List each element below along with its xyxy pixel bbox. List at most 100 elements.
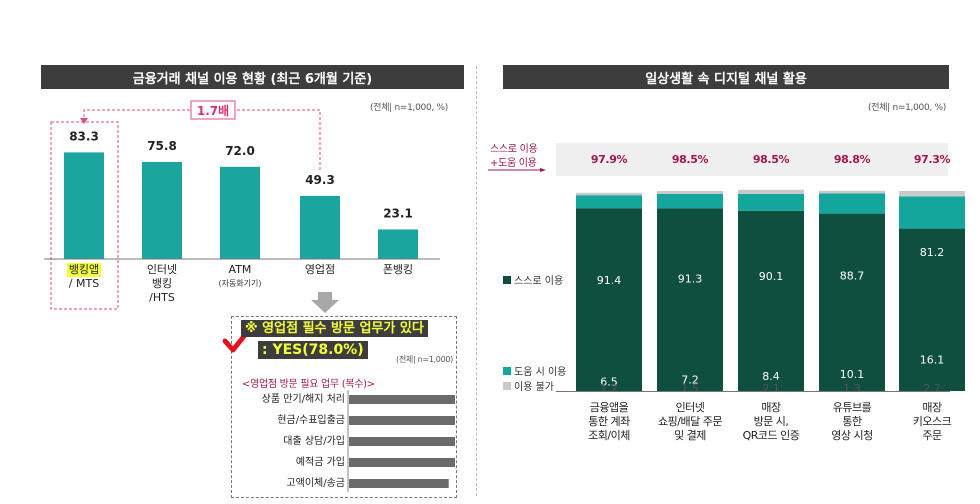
callout-bar: [349, 416, 455, 425]
segment-label-self: 91.3: [678, 272, 703, 285]
right-category-label: 인터넷 쇼핑/배달 주문 및 결제: [658, 401, 722, 442]
category-label: 뱅킹앱 / MTS: [44, 263, 124, 291]
right-chart-title: 일상생활 속 디지털 채널 활용: [503, 65, 949, 89]
multiplier-arrowhead: [80, 118, 88, 124]
category-label-line: 폰뱅킹: [382, 263, 414, 276]
left-chart-note: (전체| n=1,000, %): [370, 103, 448, 113]
legend-help: 도움 시 이용: [503, 363, 566, 378]
legend-self: 스스로 이용: [503, 272, 563, 287]
bar: [300, 195, 340, 259]
segment-label-none: 2.1: [762, 382, 780, 395]
stacked-bar-segment: [576, 208, 642, 391]
legend-none-swatch: [503, 381, 511, 390]
legend-none-label: 이용 불가: [514, 382, 554, 393]
callout-category-label: 고액이체/송금: [286, 477, 345, 489]
category-label: ATM (자동화기기): [200, 263, 280, 291]
legend-self-swatch: [503, 275, 511, 284]
combined-label-line1: 스스로 이용: [490, 144, 538, 155]
category-label: 인터넷 뱅킹/HTS: [122, 263, 202, 305]
combined-total-value: 98.5%: [752, 153, 790, 166]
segment-label-none: 2.7: [923, 382, 941, 395]
combined-total-value: 97.3%: [913, 153, 951, 166]
callout-bar: [349, 395, 455, 404]
callout-headline: ※ 영업점 필수 방문 업무가 있다: [241, 320, 428, 337]
callout-bar: [349, 437, 455, 446]
stacked-bar-segment: [576, 195, 642, 209]
legend-self-label: 스스로 이용: [514, 276, 564, 287]
category-label-line: ATM: [228, 263, 252, 276]
callout-answer: : YES(78.0%): [258, 341, 368, 359]
multiplier-badge: [190, 100, 236, 120]
left-bar-chart: 1.7배 83.3 75.8 72.0 49.3 23.1: [44, 100, 440, 310]
segment-label-none: 1.2: [600, 382, 618, 395]
combined-total-value: 97.9%: [590, 153, 628, 166]
segment-label-self: 81.2: [920, 246, 945, 259]
category-label-line: / MTS: [68, 277, 100, 290]
bar: [64, 152, 104, 259]
callout-note: (전체| n=1,000): [396, 355, 453, 364]
callout-subtitle: <영업점 방문 필요 업무 (복수)>: [242, 379, 375, 390]
multiplier-label: 1.7배: [197, 103, 229, 118]
right-category-label: 매장 방문 시, QR코드 인증: [742, 401, 800, 442]
highlight-box: [50, 121, 119, 310]
right-category-label: 금융앱을 통한 계좌 조회/이체: [588, 401, 630, 442]
bar-value-label: 49.3: [305, 173, 335, 187]
bar-value-label: 72.0: [225, 144, 255, 158]
segment-label-none: 1.3: [843, 382, 861, 395]
bar-value-label: 83.3: [69, 129, 99, 143]
combined-total-value: 98.5%: [671, 153, 709, 166]
branch-task-bar-chart: 상품 만기/해지 처리30.8현금/수표입출금20.4대출 상담/가입20.1예…: [262, 390, 455, 492]
right-stacked-bar-chart: 91.4 6.51.2 91.3 7.21.5 90.1 8.42.1 88.7 10.11.…: [556, 189, 965, 395]
segment-label-help: 10.1: [840, 368, 865, 381]
branch-visit-callout: [231, 316, 457, 498]
segment-label-help: 7.2: [681, 374, 699, 387]
stacked-bar-segment: [657, 194, 723, 209]
category-label-line: /HTS: [149, 291, 175, 304]
stacked-bar-segment: [657, 208, 723, 391]
callout-bar: [349, 458, 455, 467]
stacked-bar-segment: [576, 192, 642, 196]
category-label: 영업점: [280, 263, 360, 277]
legend-help-label: 도움 시 이용: [514, 367, 567, 378]
combined-label-underline: [488, 168, 546, 172]
callout-category-label: 대출 상담/가입: [283, 434, 345, 447]
category-label-line: 인터넷: [146, 263, 178, 276]
right-category-label: 매장 키오스크 주문: [912, 401, 952, 442]
category-label-line: (자동화기기): [218, 279, 262, 288]
left-chart-title: 금융거래 채널 이용 현황 (최근 6개월 기준): [41, 65, 464, 89]
callout-bar: [349, 479, 449, 488]
combined-total-value: 98.8%: [833, 153, 871, 166]
category-label: 폰뱅킹: [358, 263, 438, 277]
callout-category-label: 상품 만기/해지 처리: [262, 392, 345, 405]
stacked-bar-segment: [738, 194, 804, 211]
segment-label-self: 88.7: [840, 270, 865, 283]
legend-help-swatch: [503, 366, 511, 375]
down-arrow-icon: [311, 292, 339, 313]
bar: [378, 229, 418, 259]
stacked-bar-segment: [819, 213, 885, 391]
category-label-line: 뱅킹: [151, 277, 173, 290]
stacked-bar-segment: [738, 210, 804, 391]
right-chart-note: (전체| n=1,000, %): [868, 103, 946, 113]
segment-label-none: 1.5: [681, 382, 699, 395]
stacked-bar-segment: [899, 228, 965, 391]
panel-divider: [476, 66, 477, 496]
category-label-line: 뱅킹앱: [66, 263, 102, 277]
combined-label-line2: +도움 이용: [490, 158, 537, 169]
stacked-bar-segment: [738, 189, 804, 194]
segment-label-help: 8.4: [762, 370, 780, 383]
combined-label: 스스로 이용 +도움 이용: [490, 143, 538, 171]
segment-label-help: 6.5: [600, 376, 618, 389]
stacked-bar-segment: [899, 191, 965, 197]
segment-label-self: 91.4: [597, 274, 622, 287]
segment-label-self: 90.1: [759, 270, 784, 283]
category-label-line: 영업점: [304, 263, 336, 276]
stacked-bar-segment: [819, 193, 885, 214]
bar-value-label: 75.8: [147, 139, 177, 153]
bar-value-label: 23.1: [383, 206, 413, 220]
callout-category-label: 예적금 가입: [296, 455, 345, 468]
stacked-bar-segment: [657, 191, 723, 194]
stacked-bar-segment: [899, 196, 965, 229]
callout-category-label: 현금/수표입출금: [277, 413, 345, 426]
bar: [142, 161, 182, 259]
